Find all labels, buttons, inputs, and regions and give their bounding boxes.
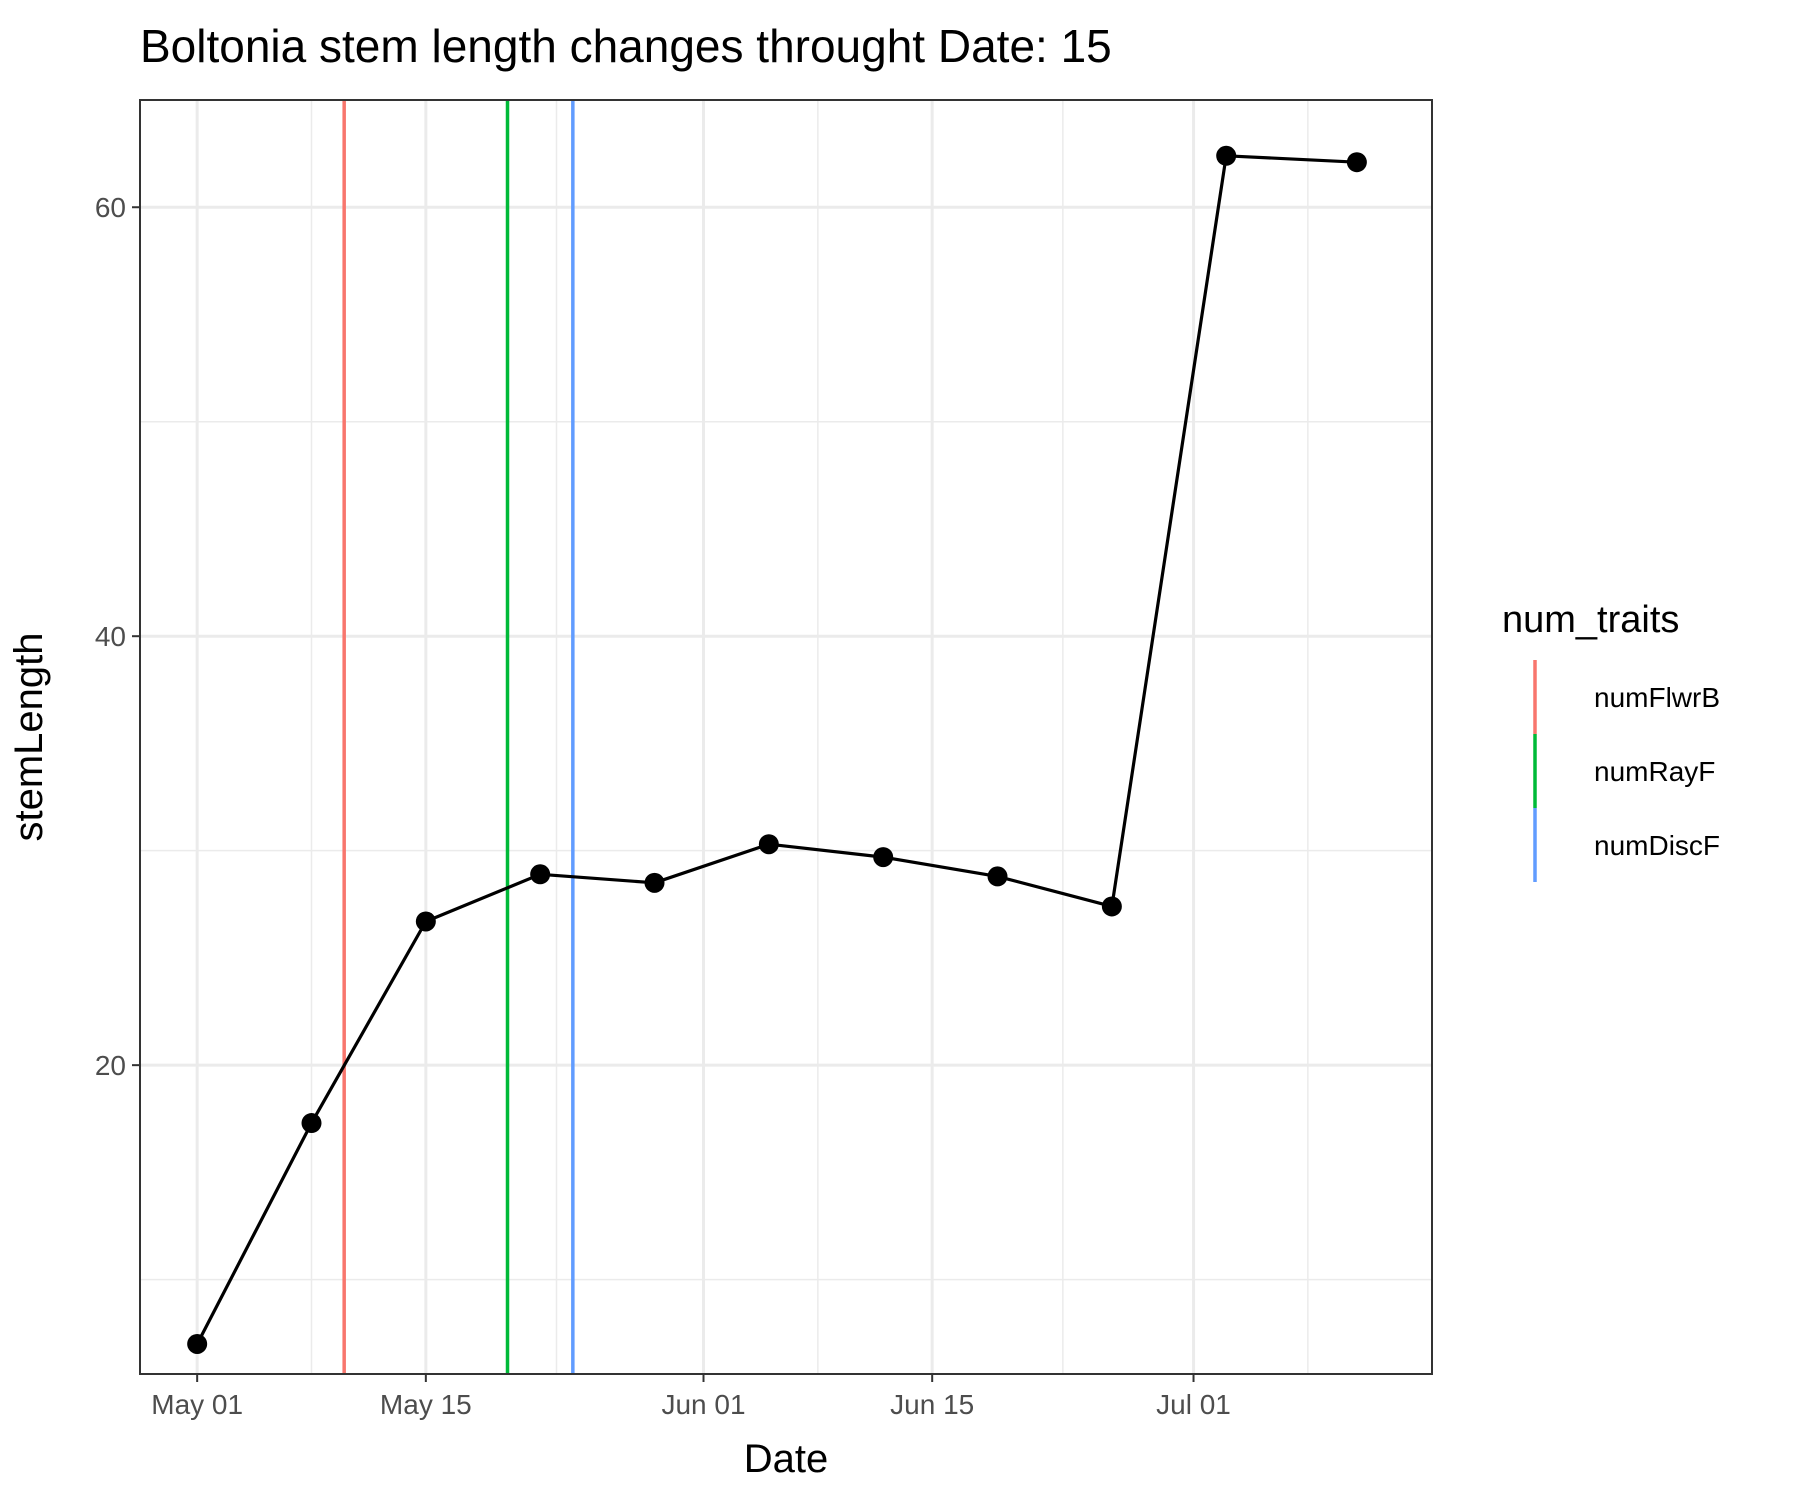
grid-major <box>140 100 1432 1374</box>
data-point <box>187 1333 208 1354</box>
x-tick-label: May 15 <box>380 1389 472 1420</box>
x-tick-label: Jun 01 <box>661 1389 745 1420</box>
data-point <box>301 1113 322 1134</box>
chart-title: Boltonia stem length changes throught Da… <box>140 20 1112 72</box>
data-point <box>644 872 665 893</box>
x-tick-label: Jul 01 <box>1156 1389 1231 1420</box>
series-line <box>195 154 1357 1345</box>
y-axis-title: stemLength <box>7 632 51 841</box>
x-axis: May 01 May 15 Jun 01 Jun 15 Jul 01 <box>151 1374 1231 1420</box>
data-point <box>758 834 779 855</box>
y-tick-label: 60 <box>95 192 126 223</box>
grid-minor <box>140 100 1432 1374</box>
trait-vlines <box>342 100 575 1374</box>
y-tick-label: 20 <box>95 1050 126 1081</box>
data-point <box>873 847 894 868</box>
x-tick-label: May 01 <box>151 1389 243 1420</box>
x-axis-title: Date <box>744 1437 829 1481</box>
data-point <box>1346 152 1367 173</box>
data-point <box>1101 896 1122 917</box>
legend-entries: numFlwrB numRayF numDiscF <box>1533 660 1720 882</box>
plot-panel <box>139 99 1433 1375</box>
data-point <box>530 864 551 885</box>
data-point <box>987 866 1008 887</box>
legend-title: num_traits <box>1502 599 1679 641</box>
x-tick-label: Jun 15 <box>890 1389 974 1420</box>
data-point <box>1216 145 1237 166</box>
data-point <box>415 911 436 932</box>
series-group <box>187 145 1367 1354</box>
y-axis: 20 40 60 <box>95 192 140 1081</box>
legend-label-numRayF: numRayF <box>1594 756 1715 787</box>
legend: num_traits numFlwrB numRayF numDiscF <box>1502 599 1720 882</box>
legend-label-numDiscF: numDiscF <box>1594 830 1720 861</box>
legend-label-numFlwrB: numFlwrB <box>1594 682 1720 713</box>
y-tick-label: 40 <box>95 621 126 652</box>
